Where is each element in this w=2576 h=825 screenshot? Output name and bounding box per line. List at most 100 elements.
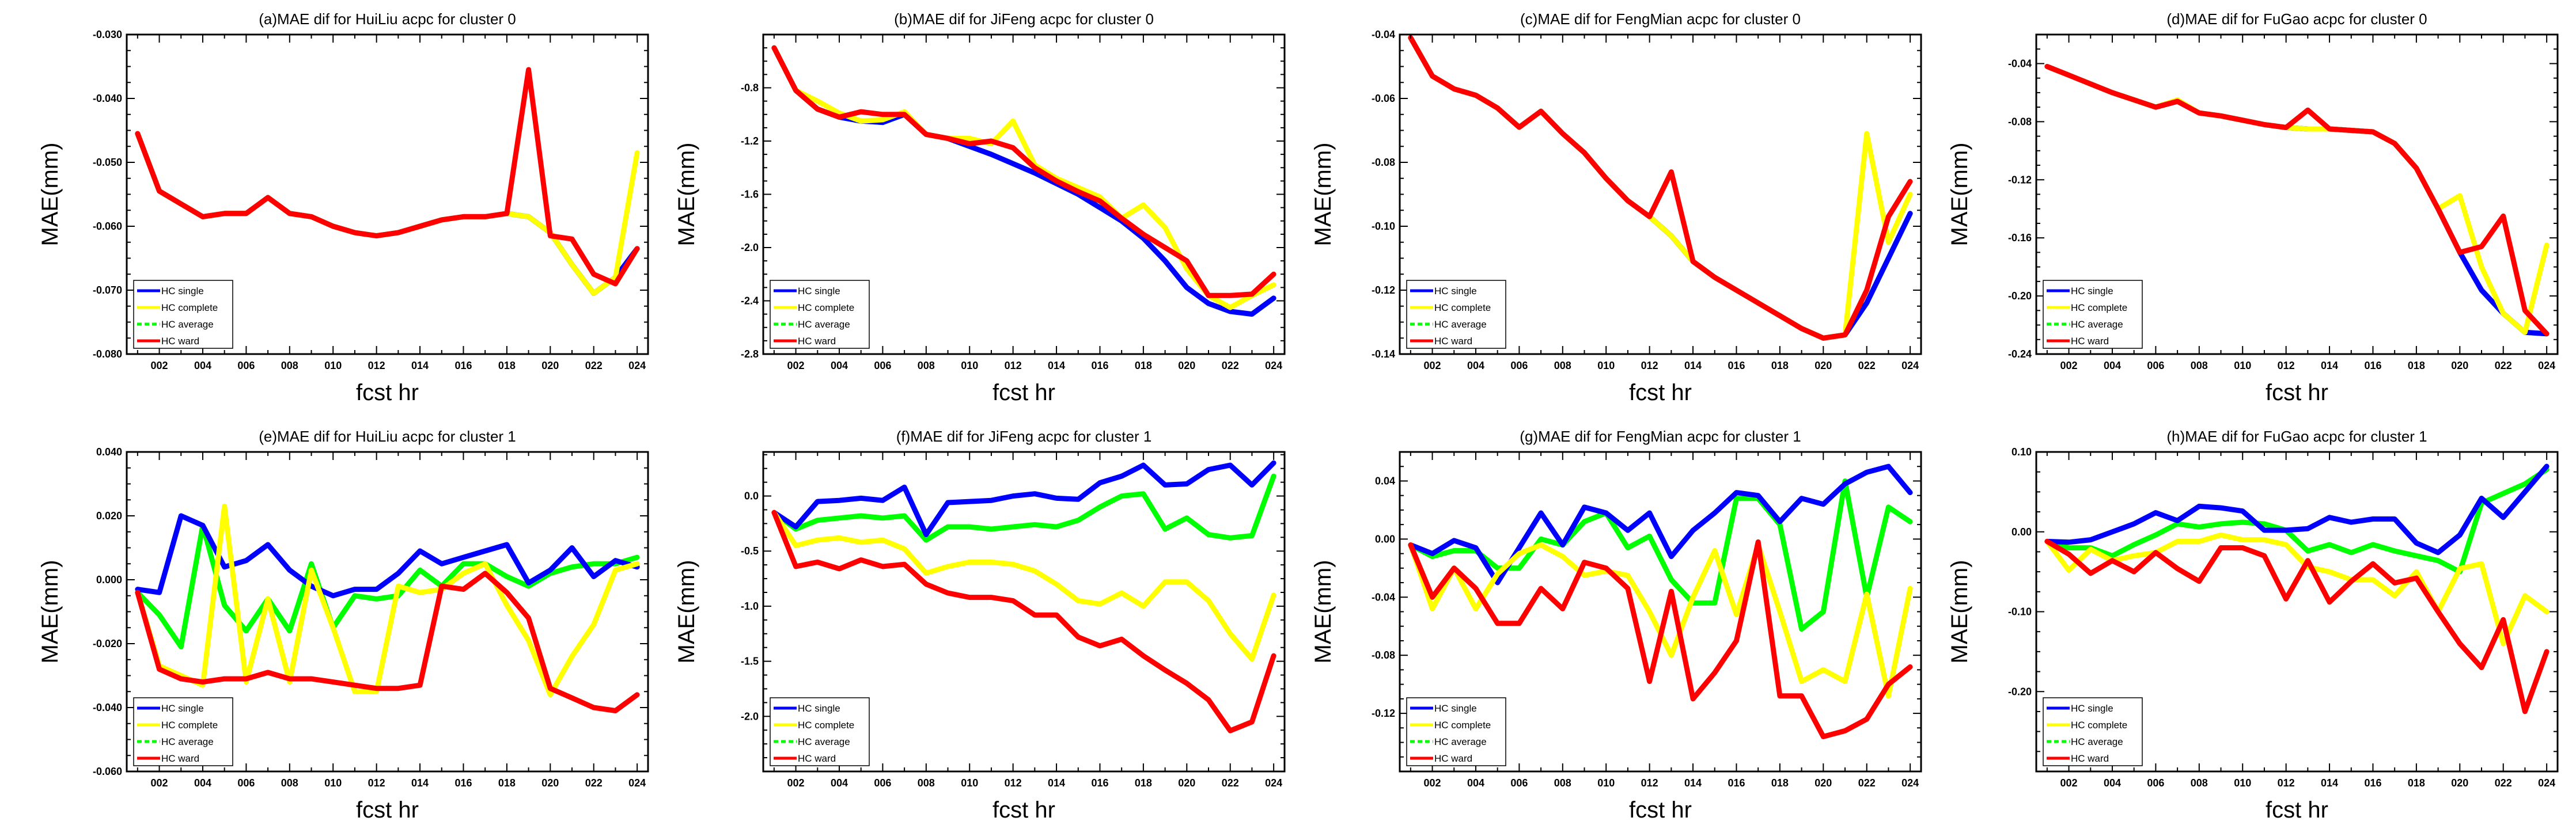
y-tick-label: -0.08 <box>1372 649 1395 661</box>
legend: HC single HC complete HC average HC ward <box>770 697 870 766</box>
x-tick-label: 020 <box>2451 360 2468 371</box>
legend-label: HC average <box>161 319 214 330</box>
y-axis-label: MAE(mm) <box>1310 143 1336 246</box>
legend: HC single HC complete HC average HC ward <box>1406 280 1506 349</box>
x-tick-label: 014 <box>1684 777 1702 789</box>
y-tick-label: -0.080 <box>93 348 122 360</box>
x-tick-label: 006 <box>874 777 891 789</box>
x-tick-label: 008 <box>918 360 935 371</box>
legend-label: HC ward <box>1434 753 1472 764</box>
x-tick-label: 024 <box>2538 777 2555 789</box>
legend-label: HC ward <box>2071 753 2109 764</box>
x-tick-label: 010 <box>2234 777 2251 789</box>
x-tick-label: 010 <box>1597 360 1615 371</box>
y-tick-label: 0.000 <box>96 574 122 586</box>
x-tick-label: 016 <box>1728 360 1745 371</box>
x-tick-label: 014 <box>1048 777 1065 789</box>
y-tick-label: -1.6 <box>741 189 759 200</box>
x-tick-label: 012 <box>1005 777 1022 789</box>
x-tick-label: 014 <box>1684 360 1702 371</box>
chart-title: (e)MAE dif for HuiLiu acpc for cluster 1 <box>259 428 516 445</box>
x-tick-label: 010 <box>1597 777 1615 789</box>
x-tick-label: 004 <box>2104 777 2121 789</box>
x-tick-label: 002 <box>787 360 805 371</box>
x-tick-label: 016 <box>2364 360 2381 371</box>
y-axis-label: MAE(mm) <box>674 143 699 246</box>
series-line-hc-ward <box>135 67 640 287</box>
legend-label: HC single <box>2071 703 2113 714</box>
x-tick-label: 020 <box>541 777 559 789</box>
x-tick-label: 024 <box>1901 777 1919 789</box>
x-tick-label: 014 <box>411 777 429 789</box>
x-tick-label: 022 <box>1222 360 1239 371</box>
y-tick-label: -0.12 <box>2008 174 2032 185</box>
x-tick-label: 018 <box>2408 777 2425 789</box>
series-line-hc-ward <box>771 510 1276 733</box>
x-tick-label: 006 <box>1510 360 1528 371</box>
legend-label: HC single <box>798 286 840 296</box>
series-line-hc-average <box>771 45 1276 317</box>
x-tick-label: 022 <box>1858 777 1876 789</box>
y-tick-label: -0.10 <box>2008 606 2032 618</box>
y-tick-label: -0.5 <box>741 545 759 557</box>
x-tick-label: 024 <box>628 360 646 371</box>
legend: HC single HC complete HC average HC ward <box>2043 280 2143 349</box>
x-tick-label: 002 <box>151 777 168 789</box>
y-tick-label: -0.060 <box>93 766 122 777</box>
legend-label: HC average <box>2071 319 2123 330</box>
legend-label: HC average <box>1434 319 1487 330</box>
y-axis-label: MAE(mm) <box>1310 560 1336 664</box>
x-tick-label: 020 <box>2451 777 2468 789</box>
legend-label: HC average <box>1434 736 1487 747</box>
chart-title: (d)MAE dif for FuGao acpc for cluster 0 <box>2166 10 2427 28</box>
legend-label: HC ward <box>161 753 199 764</box>
legend: HC single HC complete HC average HC ward <box>1406 697 1506 766</box>
legend-label: HC complete <box>2071 720 2127 731</box>
y-tick-label: 0.04 <box>1375 475 1395 486</box>
x-tick-label: 014 <box>1048 360 1065 371</box>
x-tick-label: 024 <box>628 777 646 789</box>
legend-label: HC average <box>2071 736 2123 747</box>
x-tick-label: 020 <box>1178 360 1195 371</box>
y-tick-label: -0.04 <box>2008 58 2032 69</box>
series-line-hc-complete <box>2044 532 2550 647</box>
y-tick-label: -0.20 <box>2008 290 2032 302</box>
series-line-hc-ward <box>771 45 1276 298</box>
x-tick-label: 004 <box>1467 360 1484 371</box>
y-tick-label: -0.04 <box>1372 591 1395 603</box>
y-tick-label: 0.00 <box>2011 526 2032 538</box>
x-tick-label: 006 <box>237 777 255 789</box>
y-tick-label: -0.20 <box>2008 686 2032 697</box>
x-tick-label: 016 <box>1728 777 1745 789</box>
y-tick-label: -2.0 <box>741 242 759 253</box>
x-axis-label: fcst hr <box>992 380 1055 405</box>
y-tick-label: -0.060 <box>93 220 122 232</box>
y-tick-label: -0.12 <box>1372 708 1395 719</box>
chart-title: (f)MAE dif for JiFeng acpc for cluster 1 <box>896 428 1152 445</box>
x-tick-label: 024 <box>1265 360 1282 371</box>
legend: HC single HC complete HC average HC ward <box>770 280 870 349</box>
x-tick-label: 020 <box>541 360 559 371</box>
series-line-hc-ward <box>2044 64 2550 337</box>
x-tick-label: 024 <box>1265 777 1282 789</box>
chart-panel-8: (h)MAE dif for FuGao acpc for cluster 1 -… <box>1947 428 2559 823</box>
y-tick-label: -0.10 <box>1372 220 1395 232</box>
x-tick-label: 020 <box>1814 777 1832 789</box>
series-line-hc-single <box>135 513 640 599</box>
chart-panel-5: (e)MAE dif for HuiLiu acpc for cluster 1… <box>37 428 649 823</box>
chart-panel-3: (c)MAE dif for FengMian acpc for cluster… <box>1310 10 1922 405</box>
series-line-hc-single <box>771 45 1276 317</box>
x-tick-label: 004 <box>194 777 211 789</box>
x-tick-label: 012 <box>1641 360 1658 371</box>
chart-title: (a)MAE dif for HuiLiu acpc for cluster 0 <box>259 10 516 28</box>
x-tick-label: 006 <box>2147 360 2164 371</box>
x-tick-label: 014 <box>2321 360 2338 371</box>
x-tick-label: 004 <box>831 360 848 371</box>
series-line-hc-ward <box>2044 538 2550 714</box>
y-tick-label: -0.08 <box>2008 116 2032 127</box>
y-tick-label: -0.8 <box>741 82 759 94</box>
x-tick-label: 012 <box>368 777 385 789</box>
y-tick-label: -0.16 <box>2008 232 2032 244</box>
series-line-hc-complete <box>771 510 1276 662</box>
